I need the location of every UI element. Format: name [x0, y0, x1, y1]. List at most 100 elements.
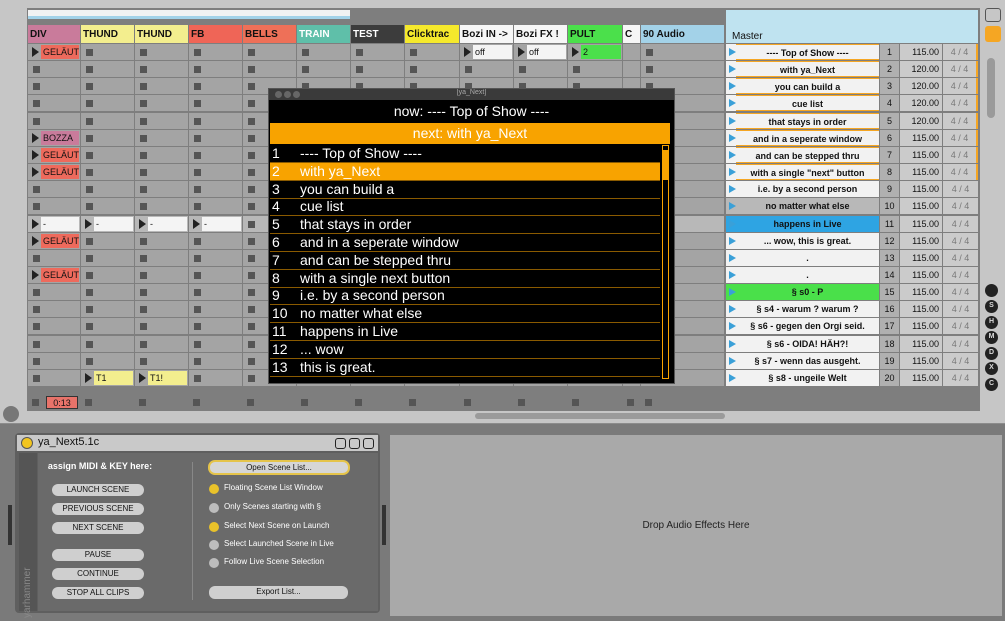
option-label[interactable]: Follow Live Scene Selection	[224, 557, 325, 566]
stop-button[interactable]	[86, 117, 93, 125]
option-toggle[interactable]	[209, 558, 219, 568]
stop-button[interactable]	[33, 83, 40, 91]
item-number[interactable]: 9	[272, 287, 280, 304]
play-button[interactable]	[32, 149, 39, 160]
stop-button[interactable]	[33, 306, 40, 314]
clip[interactable]: off	[527, 45, 566, 59]
clip-slot[interactable]	[243, 61, 296, 78]
clip-slot[interactable]	[28, 112, 80, 129]
toggle-icon[interactable]	[985, 26, 1001, 42]
track-header[interactable]: THUND	[135, 25, 188, 43]
launch-arrow[interactable]	[729, 236, 736, 245]
stop-button[interactable]	[410, 83, 417, 91]
stop-button[interactable]	[194, 100, 201, 108]
launch-arrow[interactable]	[729, 339, 736, 348]
stop-button[interactable]	[86, 323, 93, 331]
clip-slot[interactable]	[297, 61, 350, 78]
stop-button[interactable]	[194, 237, 201, 245]
stop-button[interactable]	[33, 340, 40, 348]
play-button[interactable]	[32, 167, 39, 178]
scene-name[interactable]: and in a seperate window	[736, 129, 879, 146]
stop-button[interactable]	[33, 323, 40, 331]
stop-button[interactable]	[248, 271, 255, 279]
clip[interactable]: -	[148, 216, 187, 231]
launch-arrow[interactable]	[729, 65, 736, 74]
item-text[interactable]: this is great.	[300, 358, 376, 375]
clip-slot[interactable]	[189, 181, 242, 198]
track-header[interactable]: BELLS	[243, 25, 296, 43]
stop-button[interactable]	[248, 66, 255, 74]
scene-name[interactable]: no matter what else	[736, 198, 879, 215]
option-label[interactable]: Only Scenes starting with §	[224, 502, 321, 511]
play-button[interactable]	[518, 47, 525, 57]
stop-button[interactable]	[140, 237, 147, 245]
scene-name[interactable]: i.e. by a second person	[736, 181, 879, 198]
stop-button[interactable]	[248, 151, 255, 159]
midi-button[interactable]: LAUNCH SCENE	[52, 484, 144, 496]
clip-slot[interactable]: -	[135, 215, 188, 232]
stop-button[interactable]	[573, 83, 580, 91]
device-icon[interactable]	[349, 438, 360, 449]
stop-button[interactable]	[86, 134, 93, 142]
option-toggle[interactable]	[209, 484, 219, 494]
play-button[interactable]	[32, 47, 39, 57]
clip-slot[interactable]	[81, 198, 134, 215]
track-stop[interactable]	[301, 399, 308, 406]
stop-button[interactable]	[33, 289, 40, 297]
stop-button[interactable]	[86, 66, 93, 74]
stop-button[interactable]	[465, 83, 472, 91]
window-light[interactable]	[284, 91, 291, 98]
stop-button[interactable]	[248, 100, 255, 108]
stop-button[interactable]	[140, 271, 147, 279]
stop-button[interactable]	[86, 340, 93, 348]
clip-slot[interactable]	[135, 284, 188, 301]
launch-arrow[interactable]	[729, 270, 736, 279]
clip-slot[interactable]	[81, 284, 134, 301]
track-stop[interactable]	[32, 399, 39, 406]
clip-slot[interactable]	[135, 335, 188, 352]
clip-slot[interactable]	[405, 44, 459, 60]
launch-arrow[interactable]	[729, 305, 736, 314]
scene-name[interactable]: with a single "next" button	[736, 164, 879, 181]
launch-arrow[interactable]	[729, 150, 736, 159]
clip-slot[interactable]	[81, 335, 134, 352]
stop-button[interactable]	[573, 66, 580, 74]
stop-button[interactable]	[33, 357, 40, 365]
side-button[interactable]: D	[985, 346, 998, 360]
clip-slot[interactable]	[28, 301, 80, 318]
stop-button[interactable]	[86, 151, 93, 159]
launch-arrow[interactable]	[729, 48, 736, 56]
track-header[interactable]: PULT	[568, 25, 622, 43]
clip-slot[interactable]	[135, 352, 188, 369]
track-stop[interactable]	[572, 399, 579, 406]
clip-slot[interactable]	[81, 44, 134, 60]
stop-button[interactable]	[86, 49, 93, 56]
play-button[interactable]	[85, 372, 92, 383]
clip[interactable]: 2	[581, 45, 621, 59]
clip-slot[interactable]	[189, 284, 242, 301]
stop-button[interactable]	[140, 289, 147, 297]
stop-button[interactable]	[248, 340, 255, 348]
clip-slot[interactable]	[81, 78, 134, 95]
side-icon[interactable]	[985, 284, 998, 297]
clip-slot[interactable]	[351, 61, 404, 78]
play-button[interactable]	[32, 235, 39, 246]
stop-button[interactable]	[140, 203, 147, 211]
stop-button[interactable]	[140, 340, 147, 348]
clip-slot[interactable]	[135, 112, 188, 129]
item-number[interactable]: 4	[272, 198, 280, 215]
option-toggle[interactable]	[209, 540, 219, 550]
stop-button[interactable]	[248, 134, 255, 142]
clip[interactable]: BOZZA	[41, 130, 79, 145]
stop-button[interactable]	[140, 169, 147, 177]
launch-arrow[interactable]	[729, 99, 736, 108]
track-stop[interactable]	[193, 399, 200, 406]
side-button[interactable]: H	[985, 315, 998, 329]
track-header[interactable]: DIV	[28, 25, 80, 43]
collapse-icon[interactable]	[3, 406, 19, 422]
stop-button[interactable]	[194, 151, 201, 159]
clip-slot[interactable]: GELÄUT	[28, 146, 80, 163]
stop-button[interactable]	[194, 134, 201, 142]
device-power[interactable]	[21, 437, 33, 449]
stop-button[interactable]	[248, 306, 255, 314]
